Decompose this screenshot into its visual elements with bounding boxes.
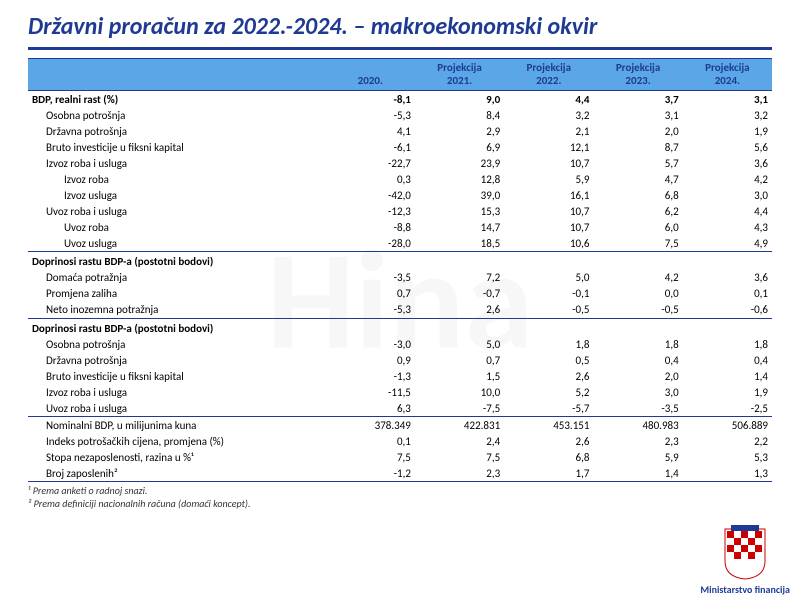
table-row: Izvoz roba0,312,85,94,74,2 xyxy=(28,171,772,187)
col-header: Projekcija2024. xyxy=(683,59,772,91)
macro-table: 2020.Projekcija2021.Projekcija2022.Proje… xyxy=(28,58,772,482)
col-header: Projekcija2021. xyxy=(415,59,504,91)
table-row: Doprinosi rastu BDP-a (postotni bodovi) xyxy=(28,252,772,270)
page-title: Državni proračun za 2022.-2024. – makroe… xyxy=(28,12,772,50)
table-row: Osobna potrošnja-5,38,43,23,13,2 xyxy=(28,107,772,123)
table-row: Izvoz roba i usluga-11,510,05,23,01,9 xyxy=(28,384,772,400)
table-row: Izvoz usluga-42,039,016,16,83,0 xyxy=(28,187,772,203)
table-row: Bruto investicije u fiksni kapital-1,31,… xyxy=(28,368,772,384)
table-row: Promjena zaliha0,7-0,7-0,10,00,1 xyxy=(28,286,772,302)
table-row: BDP, realni rast (%)-8,19,04,43,73,1 xyxy=(28,91,772,108)
table-row: Indeks potrošačkih cijena, promjena (%)0… xyxy=(28,433,772,449)
col-header: Projekcija2023. xyxy=(593,59,682,91)
table-row: Neto inozemna potražnja-5,32,6-0,5-0,5-0… xyxy=(28,302,772,319)
table-row: Doprinosi rastu BDP-a (postotni bodovi) xyxy=(28,318,772,336)
table-row: Uvoz roba i usluga6,3-7,5-5,7-3,5-2,5 xyxy=(28,400,772,417)
table-row: Uvoz usluga-28,018,510,67,54,9 xyxy=(28,235,772,252)
table-row: Bruto investicije u fiksni kapital-6,16,… xyxy=(28,139,772,155)
table-row: Broj zaposlenih²-1,22,31,71,41,3 xyxy=(28,465,772,482)
col-header: 2020. xyxy=(326,59,415,91)
table-row: Izvoz roba i usluga-22,723,910,75,73,6 xyxy=(28,155,772,171)
col-header xyxy=(28,59,326,91)
table-row: Domaća potražnja-3,57,25,04,23,6 xyxy=(28,270,772,286)
coat-of-arms-icon xyxy=(721,525,769,581)
table-row: Uvoz roba i usluga-12,315,310,76,24,4 xyxy=(28,203,772,219)
footnote-1: ¹ Prema anketi o radnoj snazi. xyxy=(28,485,772,498)
footnote-2: ² Prema definiciji nacionalnih računa (d… xyxy=(28,498,772,511)
table-row: Uvoz roba-8,814,710,76,04,3 xyxy=(28,219,772,235)
footnotes: ¹ Prema anketi o radnoj snazi. ² Prema d… xyxy=(28,485,772,510)
table-row: Državna potrošnja4,12,92,12,01,9 xyxy=(28,123,772,139)
col-header: Projekcija2022. xyxy=(504,59,593,91)
table-row: Osobna potrošnja-3,05,01,81,81,8 xyxy=(28,336,772,352)
ministry-label: Ministarstvo financija xyxy=(700,583,790,596)
table-row: Nominalni BDP, u milijunima kuna378.3494… xyxy=(28,417,772,434)
table-row: Stopa nezaposlenosti, razina u %¹7,57,56… xyxy=(28,449,772,465)
table-row: Državna potrošnja0,90,70,50,40,4 xyxy=(28,352,772,368)
